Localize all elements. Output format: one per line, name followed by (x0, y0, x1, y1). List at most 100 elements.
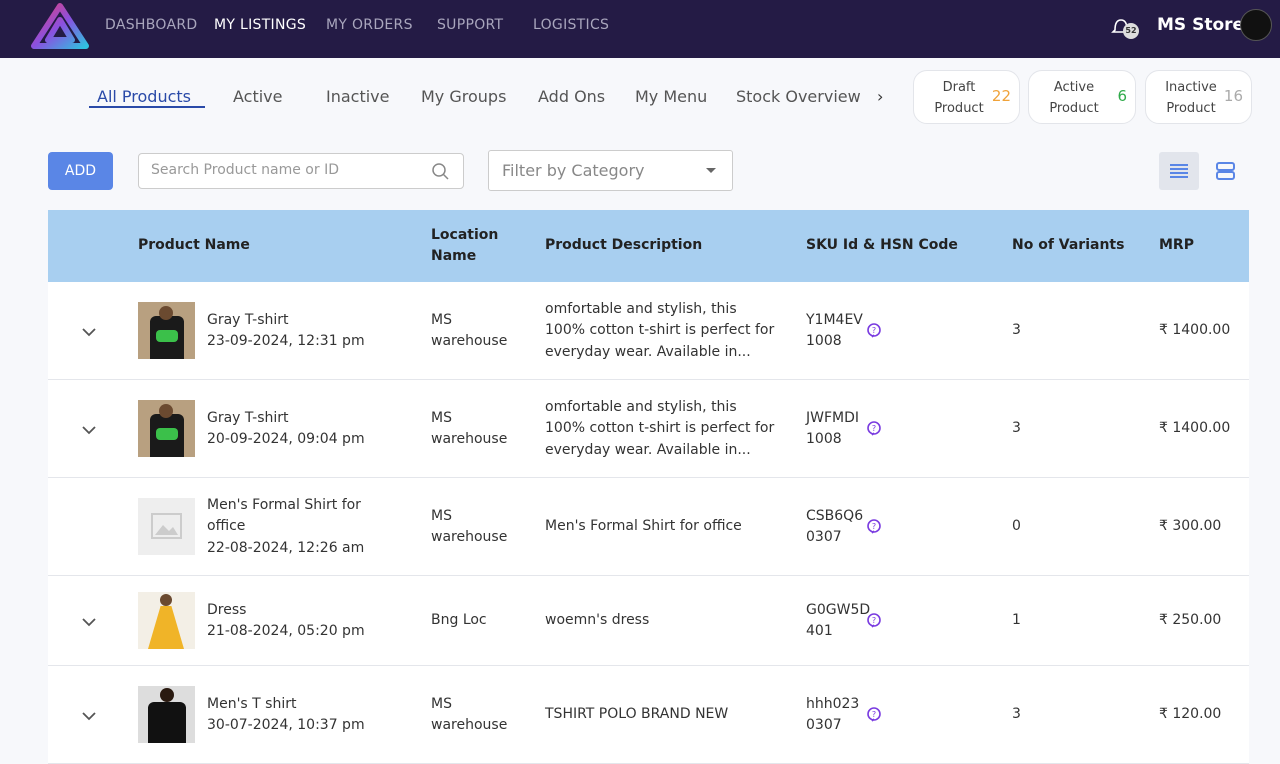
counter-count: 22 (991, 87, 1011, 105)
product-name[interactable]: Gray T-shirt (207, 409, 289, 426)
description: woemn's dress (545, 612, 650, 628)
search-icon (432, 163, 449, 180)
tab[interactable]: All Products (97, 87, 192, 106)
product-date: 20-09-2024, 09:04 pm (207, 431, 365, 447)
counter-label: Draft Product (934, 80, 984, 116)
svg-text:?: ? (872, 616, 876, 625)
avatar[interactable] (1240, 9, 1272, 41)
product-name-cell: Dress 21-08-2024, 05:20 pm (207, 600, 377, 643)
sku-info-icon[interactable]: ? (866, 420, 882, 438)
product-image (138, 592, 195, 649)
sku-cell: Y1M4EV 1008 (806, 310, 866, 353)
expand-chevron[interactable] (81, 617, 97, 627)
status-counter[interactable]: Inactive Product 16 (1145, 70, 1252, 124)
sku-cell: G0GW5D 401 (806, 600, 871, 643)
hsn-code: 1008 (806, 333, 842, 349)
location: MS warehouse (431, 311, 508, 350)
tab[interactable]: Inactive (326, 87, 390, 106)
description: Men's Formal Shirt for office (545, 518, 742, 534)
store-name[interactable]: MS Store (1157, 15, 1245, 35)
variant-count: 3 (1012, 420, 1021, 436)
expand-chevron[interactable] (81, 711, 97, 721)
column-header: Product Description (545, 237, 703, 253)
sku-info-icon[interactable]: ? (866, 706, 882, 724)
variant-count: 1 (1012, 612, 1021, 628)
table-row[interactable]: Men's Formal Shirt for office 22-08-2024,… (48, 478, 1249, 576)
column-header: SKU Id & HSN Code (806, 237, 958, 253)
tab[interactable]: Stock Overview (736, 87, 861, 106)
product-name-cell: Men's T shirt 30-07-2024, 10:37 pm (207, 694, 377, 737)
nav-item[interactable]: MY ORDERS (326, 17, 413, 33)
svg-text:?: ? (872, 522, 876, 531)
nav-item[interactable]: LOGISTICS (533, 17, 610, 33)
product-date: 22-08-2024, 12:26 am (207, 539, 365, 556)
table-row[interactable]: Gray T-shirt 23-09-2024, 12:31 pm MS wareh… (48, 282, 1249, 380)
nav-item[interactable]: DASHBOARD (105, 17, 198, 33)
logo (31, 3, 89, 49)
mrp: ₹ 300.00 (1159, 518, 1222, 534)
hsn-code: 0307 (806, 717, 842, 733)
notification-bell[interactable] (1110, 14, 1142, 42)
tab[interactable]: Add Ons (538, 87, 606, 106)
variant-count: 3 (1012, 322, 1021, 338)
product-name-cell: Gray T-shirt 20-09-2024, 09:04 pm (207, 408, 377, 451)
sku-cell: JWFMDI 1008 (806, 408, 866, 451)
column-header: Location Name (431, 227, 499, 264)
sku-info-icon[interactable]: ? (866, 322, 882, 340)
product-name[interactable]: Men's T shirt (207, 695, 297, 712)
column-header: MRP (1159, 237, 1194, 253)
tab[interactable]: Active (233, 87, 283, 106)
column-header: Product Name (138, 237, 250, 253)
search-input[interactable]: Search Product name or ID (138, 153, 464, 189)
product-date: 21-08-2024, 05:20 pm (207, 623, 365, 639)
nav-item[interactable]: SUPPORT (437, 17, 504, 33)
list-view-toggle[interactable] (1159, 152, 1199, 190)
card-view-toggle[interactable] (1210, 152, 1240, 190)
sku-info-icon[interactable]: ? (866, 518, 882, 536)
sku-id: Y1M4EV (806, 311, 863, 328)
tab[interactable]: My Groups (421, 87, 507, 106)
location: MS warehouse (431, 507, 508, 546)
table-row[interactable]: Men's T shirt 30-07-2024, 10:37 pm MS ware… (48, 666, 1249, 764)
variant-count: 3 (1012, 706, 1021, 722)
description: TSHIRT POLO BRAND NEW (545, 706, 729, 722)
hsn-code: 401 (806, 623, 833, 639)
dropdown-arrow (706, 168, 716, 173)
sku-id: G0GW5D (806, 601, 871, 618)
counter-count: 16 (1223, 87, 1243, 105)
sku-cell: CSB6Q6 0307 (806, 506, 866, 549)
product-name-cell: Men's Formal Shirt for office 22-08-2024,… (207, 495, 377, 560)
tabs-next[interactable]: › (877, 87, 884, 106)
product-name[interactable]: Dress (207, 601, 247, 618)
product-date: 23-09-2024, 12:31 pm (207, 333, 365, 349)
category-filter[interactable]: Filter by Category (488, 150, 733, 191)
counter-label: Active Product (1049, 80, 1099, 116)
top-nav: 52 MS Store DASHBOARD MY LISTINGS MY ORDER… (0, 0, 1280, 58)
description: omfortable and stylish, this 100% cotton… (545, 300, 775, 360)
status-counter[interactable]: Active Product 6 (1028, 70, 1136, 124)
add-button[interactable]: ADD (48, 152, 113, 190)
product-name[interactable]: Gray T-shirt (207, 311, 289, 328)
nav-item[interactable]: MY LISTINGS (214, 17, 307, 33)
sku-id: CSB6Q6 (806, 507, 864, 524)
tab[interactable]: My Menu (635, 87, 708, 106)
expand-chevron[interactable] (81, 425, 97, 435)
product-name-cell: Gray T-shirt 23-09-2024, 12:31 pm (207, 310, 377, 353)
search-placeholder: Search Product name or ID (151, 162, 339, 178)
expand-chevron[interactable] (81, 327, 97, 337)
table-row[interactable]: Gray T-shirt 20-09-2024, 09:04 pm MS wareh… (48, 380, 1249, 478)
notification-count: 52 (1125, 26, 1137, 35)
sku-info-icon[interactable]: ? (866, 612, 882, 630)
filter-placeholder: Filter by Category (502, 161, 645, 180)
status-counter[interactable]: Draft Product 22 (913, 70, 1020, 124)
product-image (138, 400, 195, 457)
table-row[interactable]: Dress 21-08-2024, 05:20 pm Bng Loc woemn's … (48, 576, 1249, 666)
product-name[interactable]: Men's Formal Shirt for office (207, 496, 361, 535)
sku-id: JWFMDI (806, 409, 860, 426)
mrp: ₹ 1400.00 (1159, 322, 1231, 338)
counter-count: 6 (1117, 87, 1127, 105)
svg-text:?: ? (872, 326, 876, 335)
hsn-code: 0307 (806, 529, 842, 545)
